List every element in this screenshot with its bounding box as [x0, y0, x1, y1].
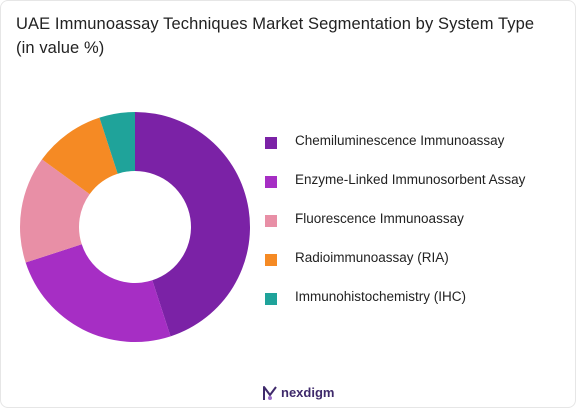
legend-swatch: [265, 215, 277, 227]
legend-swatch: [265, 293, 277, 305]
brand-name: nexdigm: [281, 385, 335, 400]
donut-slice-1: [135, 112, 250, 337]
legend-label: Immunohistochemistry (IHC): [295, 289, 467, 304]
donut-slice-5: [99, 112, 135, 174]
legend-label: Chemiluminescence Immunoassay: [295, 133, 505, 148]
legend-swatch: [265, 137, 277, 149]
donut-slice-4: [41, 117, 118, 195]
legend-swatch: [265, 254, 277, 266]
donut-slice-2: [25, 244, 171, 342]
legend-swatch: [265, 176, 277, 188]
legend-label: Radioimmunoassay (RIA): [295, 250, 449, 265]
legend-label: Enzyme-Linked Immunosorbent Assay: [295, 172, 526, 187]
chart-title: UAE Immunoassay Techniques Market Segmen…: [16, 15, 535, 57]
legend-label: Fluorescence Immunoassay: [295, 211, 464, 226]
donut-slice-3: [20, 159, 90, 263]
nexdigm-logo-icon: [263, 386, 277, 400]
